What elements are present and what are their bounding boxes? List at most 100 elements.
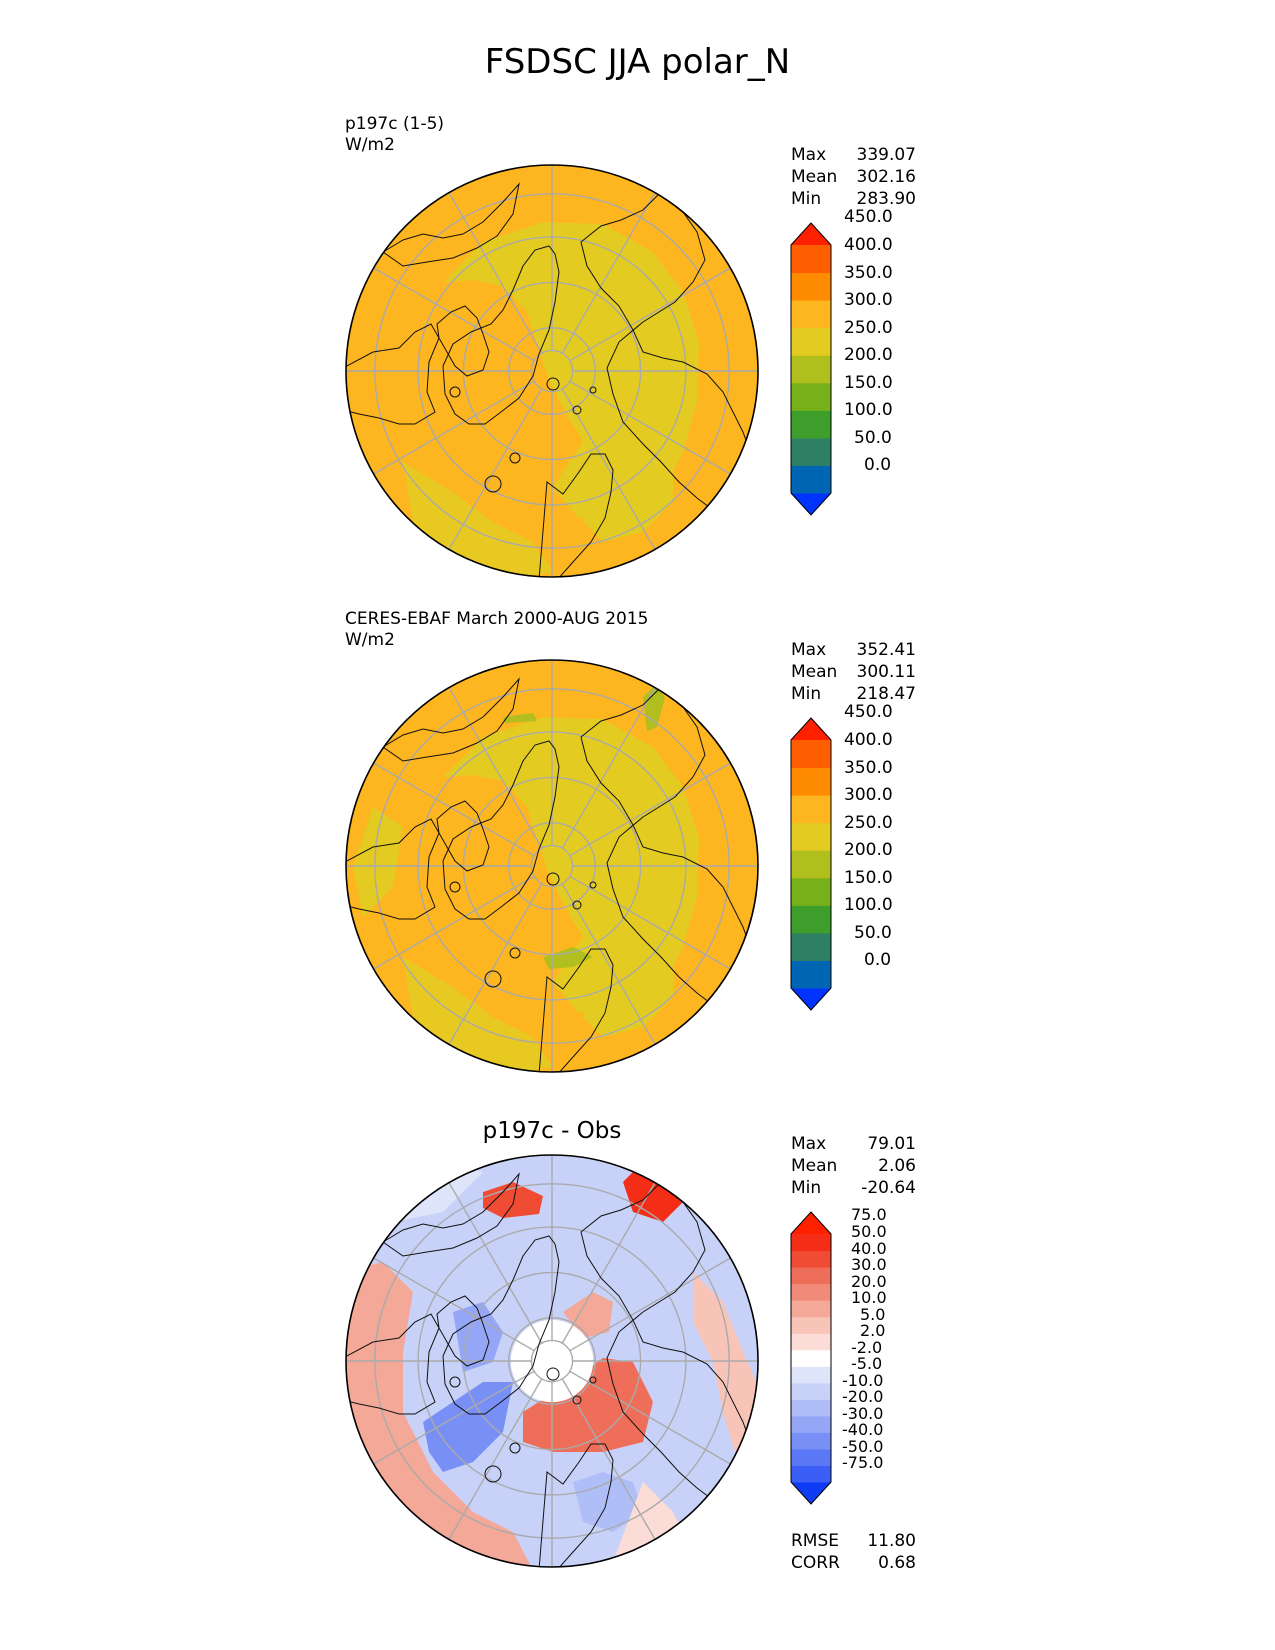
colorbar-tick-label: 150.0 <box>844 867 893 888</box>
stat-max: Max 79.01 <box>791 1133 916 1155</box>
colorbar-tick-label: 30.0 <box>851 1255 887 1275</box>
strong-positive-anomaly <box>523 1358 653 1452</box>
coastline-baffin <box>436 1295 490 1367</box>
colorbar-segment <box>791 905 831 934</box>
stat-value: 283.90 <box>856 189 916 209</box>
colorbar-tick-label: 450.0 <box>844 702 893 723</box>
colorbar-segment <box>791 740 831 769</box>
colorbar-segment <box>791 327 831 356</box>
colorbar-segment <box>791 1399 831 1417</box>
colorbar-extend-min <box>791 493 831 515</box>
coastline-alaska <box>382 1172 520 1257</box>
colorbar-tick-label: 200.0 <box>844 345 893 366</box>
panel-2-title-line-1: CERES-EBAF March 2000-AUG 2015 <box>345 609 649 629</box>
colorbar-tick-label: -40.0 <box>842 1420 884 1440</box>
colorbar-segment <box>791 1283 831 1301</box>
colorbar-extend-max <box>791 1212 831 1234</box>
stat-value: 339.07 <box>856 145 916 165</box>
colorbar-tick-label: -50.0 <box>842 1436 884 1456</box>
colorbar-segment <box>791 245 831 274</box>
stat-label: Mean <box>791 1156 838 1176</box>
colorbar-segment <box>791 1432 831 1450</box>
colorbar-tick-label: 10.0 <box>851 1288 887 1308</box>
panel-2-colorbar <box>790 717 832 1011</box>
panel-1-title: p197c (1-5) W/m2 <box>345 114 444 156</box>
stat-rmse: RMSE 11.80 <box>791 1530 916 1552</box>
colorbar-tick-label: -2.0 <box>851 1337 883 1357</box>
colorbar-segment <box>791 382 831 411</box>
colorbar-tick-label: -30.0 <box>842 1403 884 1423</box>
colorbar-tick-label: 150.0 <box>844 372 893 393</box>
stat-label: CORR <box>791 1553 840 1573</box>
colorbar-tick-label: 5.0 <box>860 1304 886 1324</box>
coastline-greenland <box>442 1235 560 1415</box>
stat-label: Mean <box>791 662 838 682</box>
stat-value: 218.47 <box>856 684 916 704</box>
colorbar-tick-label: 100.0 <box>844 400 893 421</box>
colorbar-tick-label: 2.0 <box>860 1321 886 1341</box>
coastline-greenland <box>442 245 560 425</box>
coastline-siberia <box>580 686 758 1039</box>
panel-3-difference-map <box>345 1154 759 1568</box>
colorbar-tick-label: 300.0 <box>844 290 893 311</box>
colorbar-tick-label: 100.0 <box>844 895 893 916</box>
stat-value: 0.68 <box>878 1553 916 1573</box>
panel-2-polar-map <box>345 659 759 1073</box>
panel-1-units: W/m2 <box>345 135 395 155</box>
colorbar-segment <box>791 410 831 439</box>
panel-2-units: W/m2 <box>345 630 395 650</box>
coastline-alaska <box>382 677 520 762</box>
panel-2-stats: Max 352.41 Mean 300.11 Min 218.47 <box>791 639 916 705</box>
stat-value: 11.80 <box>867 1531 916 1551</box>
colorbar-segment <box>791 1267 831 1285</box>
colorbar-segment <box>791 1300 831 1318</box>
colorbar-segment <box>791 272 831 301</box>
colorbar-tick-label: 50.0 <box>851 1222 887 1241</box>
colorbar-segment <box>791 795 831 824</box>
colorbar-tick-label: 350.0 <box>844 757 893 778</box>
colorbar-segment <box>791 1366 831 1384</box>
stat-min: Min 218.47 <box>791 683 916 705</box>
colorbar-segment <box>791 1316 831 1334</box>
stat-label: Min <box>791 189 822 209</box>
stat-mean: Mean 300.11 <box>791 661 916 683</box>
negative-anomaly-region <box>423 1382 513 1472</box>
colorbar-segment <box>791 1415 831 1433</box>
colorbar-tick-label: 400.0 <box>844 730 893 750</box>
panel-2-title: CERES-EBAF March 2000-AUG 2015 W/m2 <box>345 609 648 651</box>
stat-max: Max 352.41 <box>791 639 916 661</box>
coastline-greenland <box>442 740 560 920</box>
colorbar-segment <box>791 355 831 384</box>
colorbar-tick-label: 200.0 <box>844 840 893 861</box>
colorbar-tick-label: 20.0 <box>851 1271 887 1291</box>
colorbar-tick-label: 0.0 <box>864 950 892 971</box>
colorbar-segment <box>791 877 831 906</box>
colorbar-segment <box>791 960 831 989</box>
stat-label: Mean <box>791 167 838 187</box>
colorbar-extend-min <box>791 988 831 1010</box>
colorbar-segment <box>791 932 831 961</box>
colorbar-tick-label: 75.0 <box>851 1205 887 1225</box>
colorbar-segment <box>791 1465 831 1483</box>
colorbar-tick-label: 400.0 <box>844 235 893 255</box>
colorbar-extend-min <box>791 1482 831 1504</box>
stat-value: -20.64 <box>861 1178 916 1198</box>
colorbar-segment <box>791 465 831 494</box>
colorbar-tick-label: 350.0 <box>844 262 893 283</box>
panel-1-stats: Max 339.07 Mean 302.16 Min 283.90 <box>791 144 916 210</box>
stat-label: RMSE <box>791 1531 840 1551</box>
colorbar-segment <box>791 767 831 796</box>
colorbar-tick-label: 250.0 <box>844 812 893 833</box>
colorbar-tick-label: 450.0 <box>844 207 893 228</box>
stat-min: Min 283.90 <box>791 188 916 210</box>
stat-min: Min -20.64 <box>791 1177 916 1199</box>
colorbar-tick-label: -5.0 <box>851 1354 883 1374</box>
stat-value: 2.06 <box>878 1156 916 1176</box>
panel-1-polar-map <box>345 164 759 578</box>
colorbar-segment <box>791 1349 831 1367</box>
colorbar-tick-label: 0.0 <box>864 455 892 476</box>
stat-label: Min <box>791 1178 822 1198</box>
coastline-canada <box>346 323 440 425</box>
stat-value: 79.01 <box>867 1134 916 1154</box>
stat-value: 302.16 <box>856 167 916 187</box>
